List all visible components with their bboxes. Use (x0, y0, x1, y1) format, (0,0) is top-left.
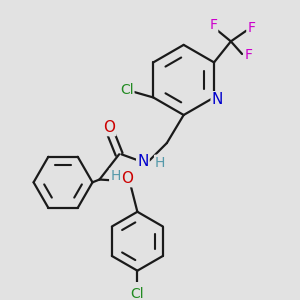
Text: N: N (212, 92, 223, 107)
Text: F: F (244, 48, 252, 62)
Text: O: O (103, 120, 115, 135)
Text: N: N (137, 154, 148, 169)
Text: Cl: Cl (120, 82, 134, 97)
Text: H: H (110, 169, 121, 183)
Text: H: H (155, 156, 165, 170)
Text: F: F (247, 22, 255, 35)
Text: Cl: Cl (130, 287, 144, 300)
Text: F: F (209, 18, 217, 32)
Text: O: O (122, 171, 134, 186)
